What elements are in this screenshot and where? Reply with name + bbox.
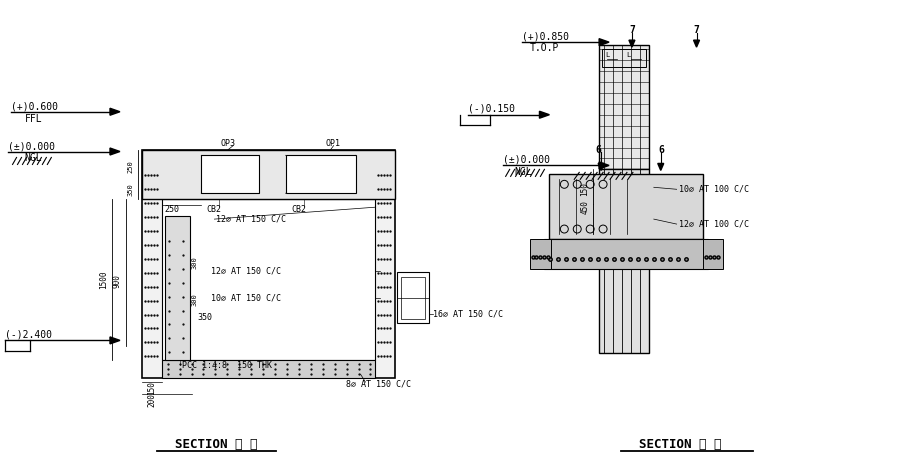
Polygon shape	[629, 40, 635, 47]
Polygon shape	[693, 40, 700, 47]
Text: 12⌀ AT 150 C/C: 12⌀ AT 150 C/C	[216, 215, 286, 224]
Polygon shape	[110, 337, 120, 344]
Text: (+)0.600: (+)0.600	[11, 102, 57, 112]
Text: 200: 200	[147, 393, 156, 407]
Text: 8⌀ AT 150 C/C: 8⌀ AT 150 C/C	[345, 380, 411, 389]
Bar	[529, 239, 552, 269]
Text: 12⌀ AT 100 C/C: 12⌀ AT 100 C/C	[679, 219, 749, 228]
Text: 300: 300	[192, 256, 197, 269]
Text: (±)0.000: (±)0.000	[502, 155, 550, 164]
Text: 250: 250	[165, 205, 179, 214]
Bar	[165, 216, 189, 360]
Bar	[161, 199, 376, 360]
Bar	[161, 360, 376, 378]
Text: 6: 6	[595, 145, 601, 155]
Bar	[549, 174, 703, 239]
Text: T.O.P: T.O.P	[529, 43, 559, 53]
Polygon shape	[110, 108, 120, 115]
Polygon shape	[658, 164, 664, 170]
Bar	[142, 149, 396, 199]
Text: (-)0.150: (-)0.150	[468, 104, 515, 114]
Bar	[703, 239, 723, 269]
Polygon shape	[599, 39, 609, 46]
Text: OP1: OP1	[326, 139, 341, 148]
Text: SECTION ⑨ ⑨: SECTION ⑨ ⑨	[175, 438, 257, 451]
Polygon shape	[599, 162, 609, 169]
Bar	[202, 155, 259, 193]
Text: 150: 150	[147, 381, 156, 395]
Text: L: L	[626, 52, 631, 58]
Text: 7: 7	[693, 25, 700, 35]
Bar	[401, 277, 425, 319]
Text: 150: 150	[580, 182, 589, 196]
Text: (-)2.400: (-)2.400	[4, 329, 52, 339]
Text: 12⌀ AT 150 C/C: 12⌀ AT 150 C/C	[212, 266, 282, 275]
Text: 250: 250	[128, 161, 134, 173]
Polygon shape	[539, 111, 549, 118]
Text: NGL: NGL	[24, 154, 42, 164]
Text: 10⌀ AT 100 C/C: 10⌀ AT 100 C/C	[679, 185, 749, 194]
Text: L: L	[605, 52, 609, 58]
Text: 300: 300	[192, 293, 197, 306]
Bar	[602, 49, 646, 67]
Bar	[599, 45, 649, 169]
Text: 10⌀ AT 150 C/C: 10⌀ AT 150 C/C	[212, 293, 282, 302]
Text: FFL: FFL	[24, 114, 42, 124]
Bar	[286, 155, 355, 193]
Text: 1500: 1500	[99, 271, 108, 289]
Text: (+)0.850: (+)0.850	[521, 31, 569, 41]
Text: NGL: NGL	[515, 167, 532, 177]
Text: 350: 350	[197, 312, 213, 321]
Text: 350: 350	[128, 183, 134, 196]
Text: 900: 900	[113, 274, 122, 288]
Text: SECTION ⑩ ⑩: SECTION ⑩ ⑩	[640, 438, 722, 451]
Text: 450: 450	[580, 200, 589, 214]
Text: (±)0.000: (±)0.000	[7, 142, 55, 152]
Bar	[142, 149, 396, 378]
Text: 6: 6	[658, 145, 665, 155]
Text: 16⌀ AT 150 C/C: 16⌀ AT 150 C/C	[433, 310, 503, 319]
Text: PCC 1:4:8  150 THK: PCC 1:4:8 150 THK	[181, 361, 272, 370]
Polygon shape	[110, 148, 120, 155]
Text: 7: 7	[629, 25, 635, 35]
Polygon shape	[598, 164, 604, 170]
Text: OP3: OP3	[221, 139, 235, 148]
Text: CB2: CB2	[291, 205, 306, 214]
Text: CB2: CB2	[206, 205, 222, 214]
Bar	[599, 169, 649, 353]
Bar	[544, 239, 709, 269]
Bar	[397, 272, 429, 323]
